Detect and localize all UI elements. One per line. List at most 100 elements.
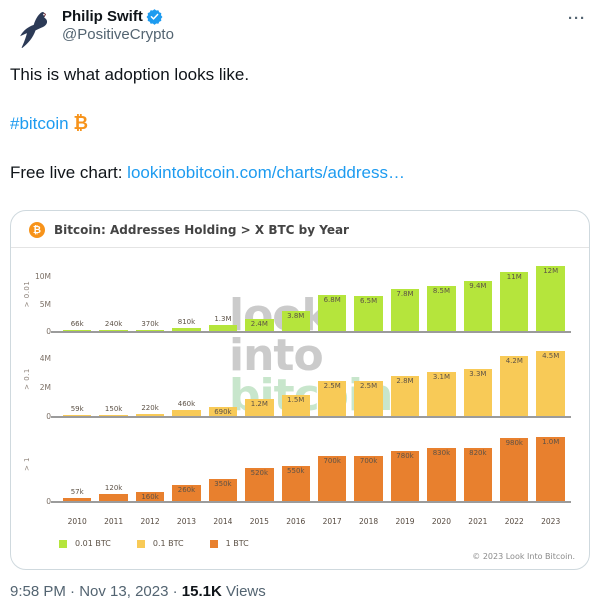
bar <box>135 414 165 417</box>
bar-column: 160k <box>132 432 168 502</box>
legend-swatch <box>209 539 218 548</box>
y-tick-label: 0 <box>46 497 51 506</box>
bar <box>281 395 310 417</box>
x-tick-label: 2023 <box>541 517 561 526</box>
bar-value-label: 120k <box>104 484 123 492</box>
tweet-text-line1: This is what adoption looks like. <box>10 65 250 84</box>
x-tick-label: 2010 <box>67 517 87 526</box>
display-name[interactable]: Philip Swift <box>62 8 143 25</box>
bar-value-label: 1.3M <box>214 315 232 323</box>
chart-title-bar: ₿ Bitcoin: Addresses Holding > X BTC by … <box>11 211 589 248</box>
bar-column: 1.3M <box>205 262 241 332</box>
bar-value-label: 7.8M <box>396 290 414 298</box>
bar-column: 830k <box>423 432 459 502</box>
bar-column: 7.8M <box>387 262 423 332</box>
bar-value-label: 460k <box>177 400 196 408</box>
bar-value-label: 700k <box>323 457 341 465</box>
bar-column: 2.5M <box>314 347 350 417</box>
bars-row: 57k 120k 160k 260k 350k 520k 550k 700k 700k 780k 8… <box>59 432 569 502</box>
bar <box>63 498 92 502</box>
bar <box>390 376 420 417</box>
bar <box>500 272 529 332</box>
bar-value-label: 57k <box>70 488 84 496</box>
tweet-footer: 9:58 PM · Nov 13, 2023 · 15.1K Views <box>10 583 590 600</box>
hashtag-bitcoin-link[interactable]: #bitcoin <box>10 114 69 133</box>
bar-column: 120k <box>95 432 131 502</box>
bar-column: 350k <box>205 432 241 502</box>
bar-value-label: 830k <box>432 449 451 457</box>
bar-column: 1.5M <box>278 347 314 417</box>
bar-column: 700k <box>350 432 386 502</box>
chart-legend: 0.01 BTC 0.1 BTC 1 BTC <box>59 539 589 548</box>
x-tick-label: 2011 <box>104 517 124 526</box>
bar <box>354 381 383 417</box>
legend-item: 1 BTC <box>209 539 249 548</box>
bar-value-label: 12M <box>543 267 559 275</box>
bar-column: 66k <box>59 262 95 332</box>
legend-item: 0.01 BTC <box>59 539 111 548</box>
bar-value-label: 4.5M <box>542 352 560 360</box>
separator-dot: · <box>172 583 182 600</box>
bar-value-label: 520k <box>250 469 269 477</box>
bar-column: 220k <box>132 347 168 417</box>
bar <box>172 328 201 332</box>
bar-value-label: 690k <box>214 408 232 416</box>
avatar[interactable] <box>10 8 52 50</box>
bar-value-label: 780k <box>396 452 414 460</box>
bar <box>317 381 347 417</box>
tweet-text-line3: Free live chart: lookintobitcoin.com/cha… <box>10 161 590 184</box>
bar-value-label: 2.8M <box>396 377 414 385</box>
bar-value-label: 9.4M <box>469 282 487 290</box>
x-tick-label: 2013 <box>176 517 197 526</box>
bar-value-label: 370k <box>141 320 159 328</box>
bar <box>245 319 274 332</box>
bar-column: 700k <box>314 432 350 502</box>
lookintobitcoin-link[interactable]: lookintobitcoin.com/charts/address… <box>127 163 405 182</box>
bar <box>245 399 274 417</box>
y-tick-label: 0 <box>46 327 51 336</box>
x-axis-years: 2010 2011 2012 2013 2014 2015 2016 2017 2018 2019… <box>59 517 569 526</box>
x-tick-label: 2019 <box>395 517 415 526</box>
x-tick-label: 2016 <box>286 517 306 526</box>
bar-value-label: 4.2M <box>505 357 523 365</box>
bar-value-label: 240k <box>104 320 123 328</box>
bar-column: 59k <box>59 347 95 417</box>
bar <box>427 448 456 502</box>
bar <box>390 289 420 332</box>
bar-value-label: 260k <box>177 486 196 494</box>
bar-value-label: 6.8M <box>323 296 341 304</box>
bar <box>208 325 238 332</box>
bar <box>99 494 128 502</box>
bar-value-label: 550k <box>287 467 305 475</box>
bar-column: 3.8M <box>278 262 314 332</box>
bar-column: 260k <box>168 432 204 502</box>
x-tick-label: 2022 <box>504 517 524 526</box>
legend-swatch <box>59 539 67 548</box>
legend-swatch <box>136 539 145 548</box>
bar <box>63 330 92 332</box>
bar <box>427 372 456 417</box>
x-tick-label: 2012 <box>140 517 160 526</box>
bar-value-label: 980k <box>505 439 523 447</box>
more-options-button[interactable]: ··· <box>568 10 586 27</box>
bar-value-label: 1.2M <box>250 400 268 408</box>
x-tick-label: 2014 <box>213 517 233 526</box>
x-tick-label: 2017 <box>322 517 342 526</box>
bar <box>463 448 493 502</box>
chart-media-card[interactable]: ₿ Bitcoin: Addresses Holding > X BTC by … <box>10 210 590 570</box>
user-handle[interactable]: @PositiveCrypto <box>62 26 174 43</box>
bar <box>536 437 565 502</box>
bars-row: 59k 150k 220k 460k 690k 1.2M 1.5M 2.5M 2.5M 2.8M 3… <box>59 347 569 417</box>
bar <box>208 479 238 502</box>
bar <box>99 330 128 332</box>
bar-column: 3.1M <box>423 347 459 417</box>
bar-value-label: 1.0M <box>542 438 560 446</box>
bar-value-label: 1.5M <box>287 396 305 404</box>
bar-value-label: 3.3M <box>469 370 487 378</box>
bar-value-label: 160k <box>141 493 159 501</box>
bar-column: 6.8M <box>314 262 350 332</box>
bar-column: 820k <box>460 432 496 502</box>
bar-column: 57k <box>59 432 95 502</box>
chart-panels: > 0.01 10M 5M 0 66k 240k 370k 810k 1.3M 2.4M 3.8M 6… <box>11 262 589 506</box>
bar <box>245 468 274 502</box>
